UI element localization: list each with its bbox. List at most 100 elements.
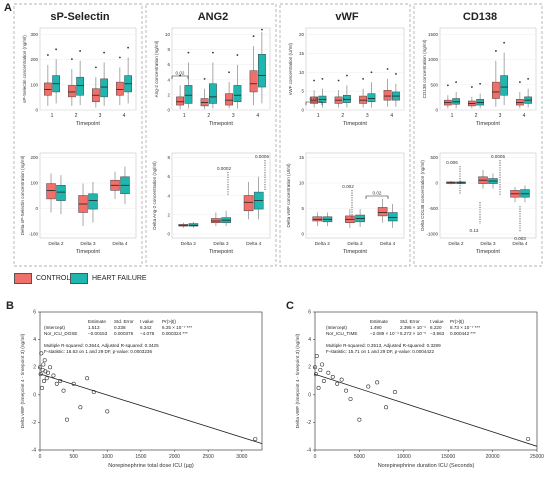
regression-line [314,373,538,447]
y-tick-label: -2 [307,420,312,426]
table-row: Nor_ICU_DOSE −0.00153 0.000375 −4.078 0.… [44,331,192,337]
y-axis-label: Ang-2 concentration (ng/ml) [154,40,159,97]
outlier-point [313,79,315,82]
data-point [253,436,258,441]
data-point [339,377,344,382]
outlier-point [479,82,481,85]
col-std-error: Std. Error [400,319,420,324]
outlier-point [212,51,214,54]
x-tick-label: Delta 4 [246,241,262,247]
data-point [48,365,53,370]
box-heart-failure [88,193,98,210]
x-tick-label: 5000 [354,454,365,460]
y-axis-label: Delta Ang-2 concentration (ng/ml) [152,161,157,230]
data-point [54,381,59,386]
col-p-value: Pr(>|t|) [162,319,176,324]
data-point [344,388,349,393]
box-control [492,81,500,99]
x-tick-label: Delta 4 [512,241,528,247]
cell: Nor_ICU_DOSE [44,331,78,336]
y-tick-label: 5 [301,206,304,211]
x-axis-label: Timepoint [343,249,367,255]
p-value-label: 0.0002 [217,166,231,171]
y-axis-label: Delta vWF (timepoint 4 - timepoint 3) (n… [20,333,26,428]
outlier-point [47,54,49,56]
box-control [243,195,254,212]
x-tick-label: 1500 [135,454,146,460]
panel-c-regression-table: Estimate Std. Error t value Pr(>|t|) (In… [326,319,480,355]
cell: (Intercept) [326,325,347,330]
y-tick-label: 6 [167,62,170,67]
y-tick-label: 10 [299,181,305,186]
y-tick-label: 0 [301,108,304,113]
box-heart-failure [56,185,66,201]
cell: 0.000375 [114,331,134,336]
x-tick-label: 2 [75,113,78,119]
p-value-label: 0.13 [470,228,479,233]
x-axis-label: Norepinephrine total dose ICU (µg) [108,463,194,469]
y-tick-label: 1500 [428,32,439,37]
box-control [176,96,184,106]
data-point [91,390,96,395]
outlier-point [527,77,529,80]
box-control [383,90,392,101]
box-control [44,82,52,96]
x-tick-label: Delta 2 [315,241,331,247]
x-axis-label: Timepoint [476,121,500,127]
data-point [44,376,49,381]
y-axis-label: Delta sP-Selectin concentration (ng/ml) [20,155,25,235]
data-point [42,379,47,384]
y-tick-label: -1000 [426,232,438,237]
cell: −3.963 [430,331,445,336]
cell: 5.272 × 10⁻⁵ [400,331,427,336]
table-header: Estimate Std. Error t value Pr(>|t|) [326,319,480,325]
regression-line [39,373,263,444]
box-heart-failure [520,189,530,198]
box-heart-failure [343,94,351,103]
legend-label-heart-failure: HEART FAILURE [92,275,147,282]
x-tick-label: 3 [232,113,235,119]
y-tick-label: 1000 [428,57,439,62]
plot-area [305,152,405,239]
data-point [71,381,76,386]
y-tick-label: 6 [308,310,311,316]
table-row: Nor_ICU_TIME −2.089 × 10⁻⁴ 5.272 × 10⁻⁵ … [326,331,480,337]
data-point [318,367,323,372]
x-axis-label: Timepoint [476,249,500,255]
y-axis-label: Delta CD138 concentration (ng/ml) [420,160,425,231]
x-tick-label: 2 [207,113,210,119]
x-tick-label: 1 [183,113,186,119]
data-point [392,390,397,395]
data-point [58,379,63,384]
col-t-value: t value [140,319,154,324]
outlier-point [252,35,255,38]
table-row: (Intercept) 1.490 2.395 × 10⁻¹ 6.220 8.7… [326,325,480,331]
outlier-point [447,84,449,87]
data-point [314,354,319,359]
x-tick-label: 1 [51,113,54,119]
data-point [316,385,321,390]
y-tick-label: 4 [167,77,170,82]
outlier-point [228,71,230,74]
cell: 6.25 × 10⁻⁷ *** [162,325,193,330]
x-tick-label: 3 [366,113,369,119]
cell: 8.73 × 10⁻⁷ *** [450,325,481,330]
p-value-label: 0.05 [310,97,319,102]
x-tick-label: 1 [451,113,454,119]
outlier-point [236,54,239,56]
outlier-point [370,71,373,74]
box-control [68,85,76,98]
x-tick-label: 25000 [530,454,544,460]
x-tick-label: 1000 [102,454,113,460]
outlier-point [71,58,73,61]
y-tick-label: 200 [30,155,38,160]
data-point [61,388,66,393]
table-row: (Intercept) 1.513 0.238 6.342 6.25 × 10⁻… [44,325,192,331]
table-header: Estimate Std. Error t value Pr(>|t|) [44,319,192,325]
box-control [359,95,367,104]
outlier-point [495,50,497,52]
cell: 6.220 [430,325,442,330]
box-heart-failure [184,85,193,104]
box-heart-failure [367,93,376,103]
y-tick-label: 4 [167,193,170,198]
